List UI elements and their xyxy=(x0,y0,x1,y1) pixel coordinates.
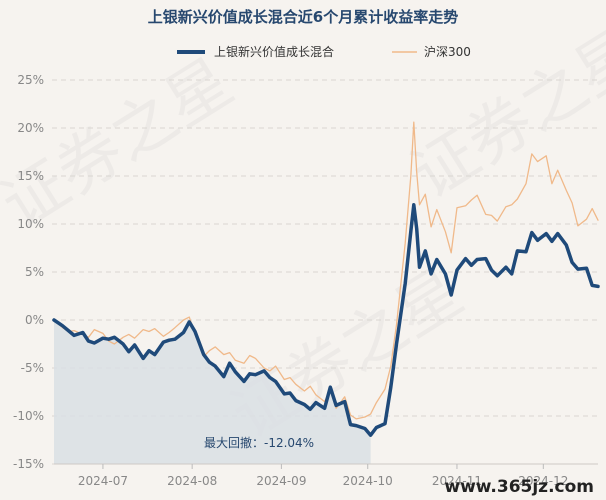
y-tick-label: 25% xyxy=(17,73,44,87)
legend-label-fund: 上银新兴价值成长混合 xyxy=(214,44,334,59)
x-tick-label: 2024-09 xyxy=(256,474,306,488)
x-tick-label: 2024-11 xyxy=(432,474,482,488)
max-drawdown-area xyxy=(54,320,371,464)
y-tick-label: 0% xyxy=(25,313,44,327)
x-tick-label: 2024-08 xyxy=(167,474,217,488)
y-tick-label: -15% xyxy=(13,457,44,471)
x-tick-label: 2024-12 xyxy=(518,474,568,488)
legend-label-index: 沪深300 xyxy=(424,45,471,59)
site-watermark-label: www.365jz.com xyxy=(444,477,594,497)
y-tick-label: -5% xyxy=(21,361,44,375)
max-drawdown-label: 最大回撤：-12.04% xyxy=(204,435,314,450)
y-tick-label: 5% xyxy=(25,265,44,279)
y-axis-ticks: 25% 20% 15% 10% 5% 0% -5% -10% -15% xyxy=(13,73,44,471)
legend[interactable]: 上银新兴价值成长混合 沪深300 xyxy=(177,44,471,59)
y-tick-label: 20% xyxy=(17,121,44,135)
y-tick-label: 10% xyxy=(17,217,44,231)
x-tick-label: 2024-10 xyxy=(343,474,393,488)
series-lines[interactable] xyxy=(52,121,600,437)
series-line-fund[interactable] xyxy=(52,203,600,437)
y-tick-label: -10% xyxy=(13,409,44,423)
drawdown-area-layer xyxy=(54,320,371,464)
x-axis-ticks: 2024-07 2024-08 2024-09 2024-10 2024-11 2024-… xyxy=(54,463,598,488)
chart-title: 上银新兴价值成长混合近6个月累计收益率走势 xyxy=(148,8,458,26)
x-tick-label: 2024-07 xyxy=(78,474,128,488)
y-tick-label: 15% xyxy=(17,169,44,183)
